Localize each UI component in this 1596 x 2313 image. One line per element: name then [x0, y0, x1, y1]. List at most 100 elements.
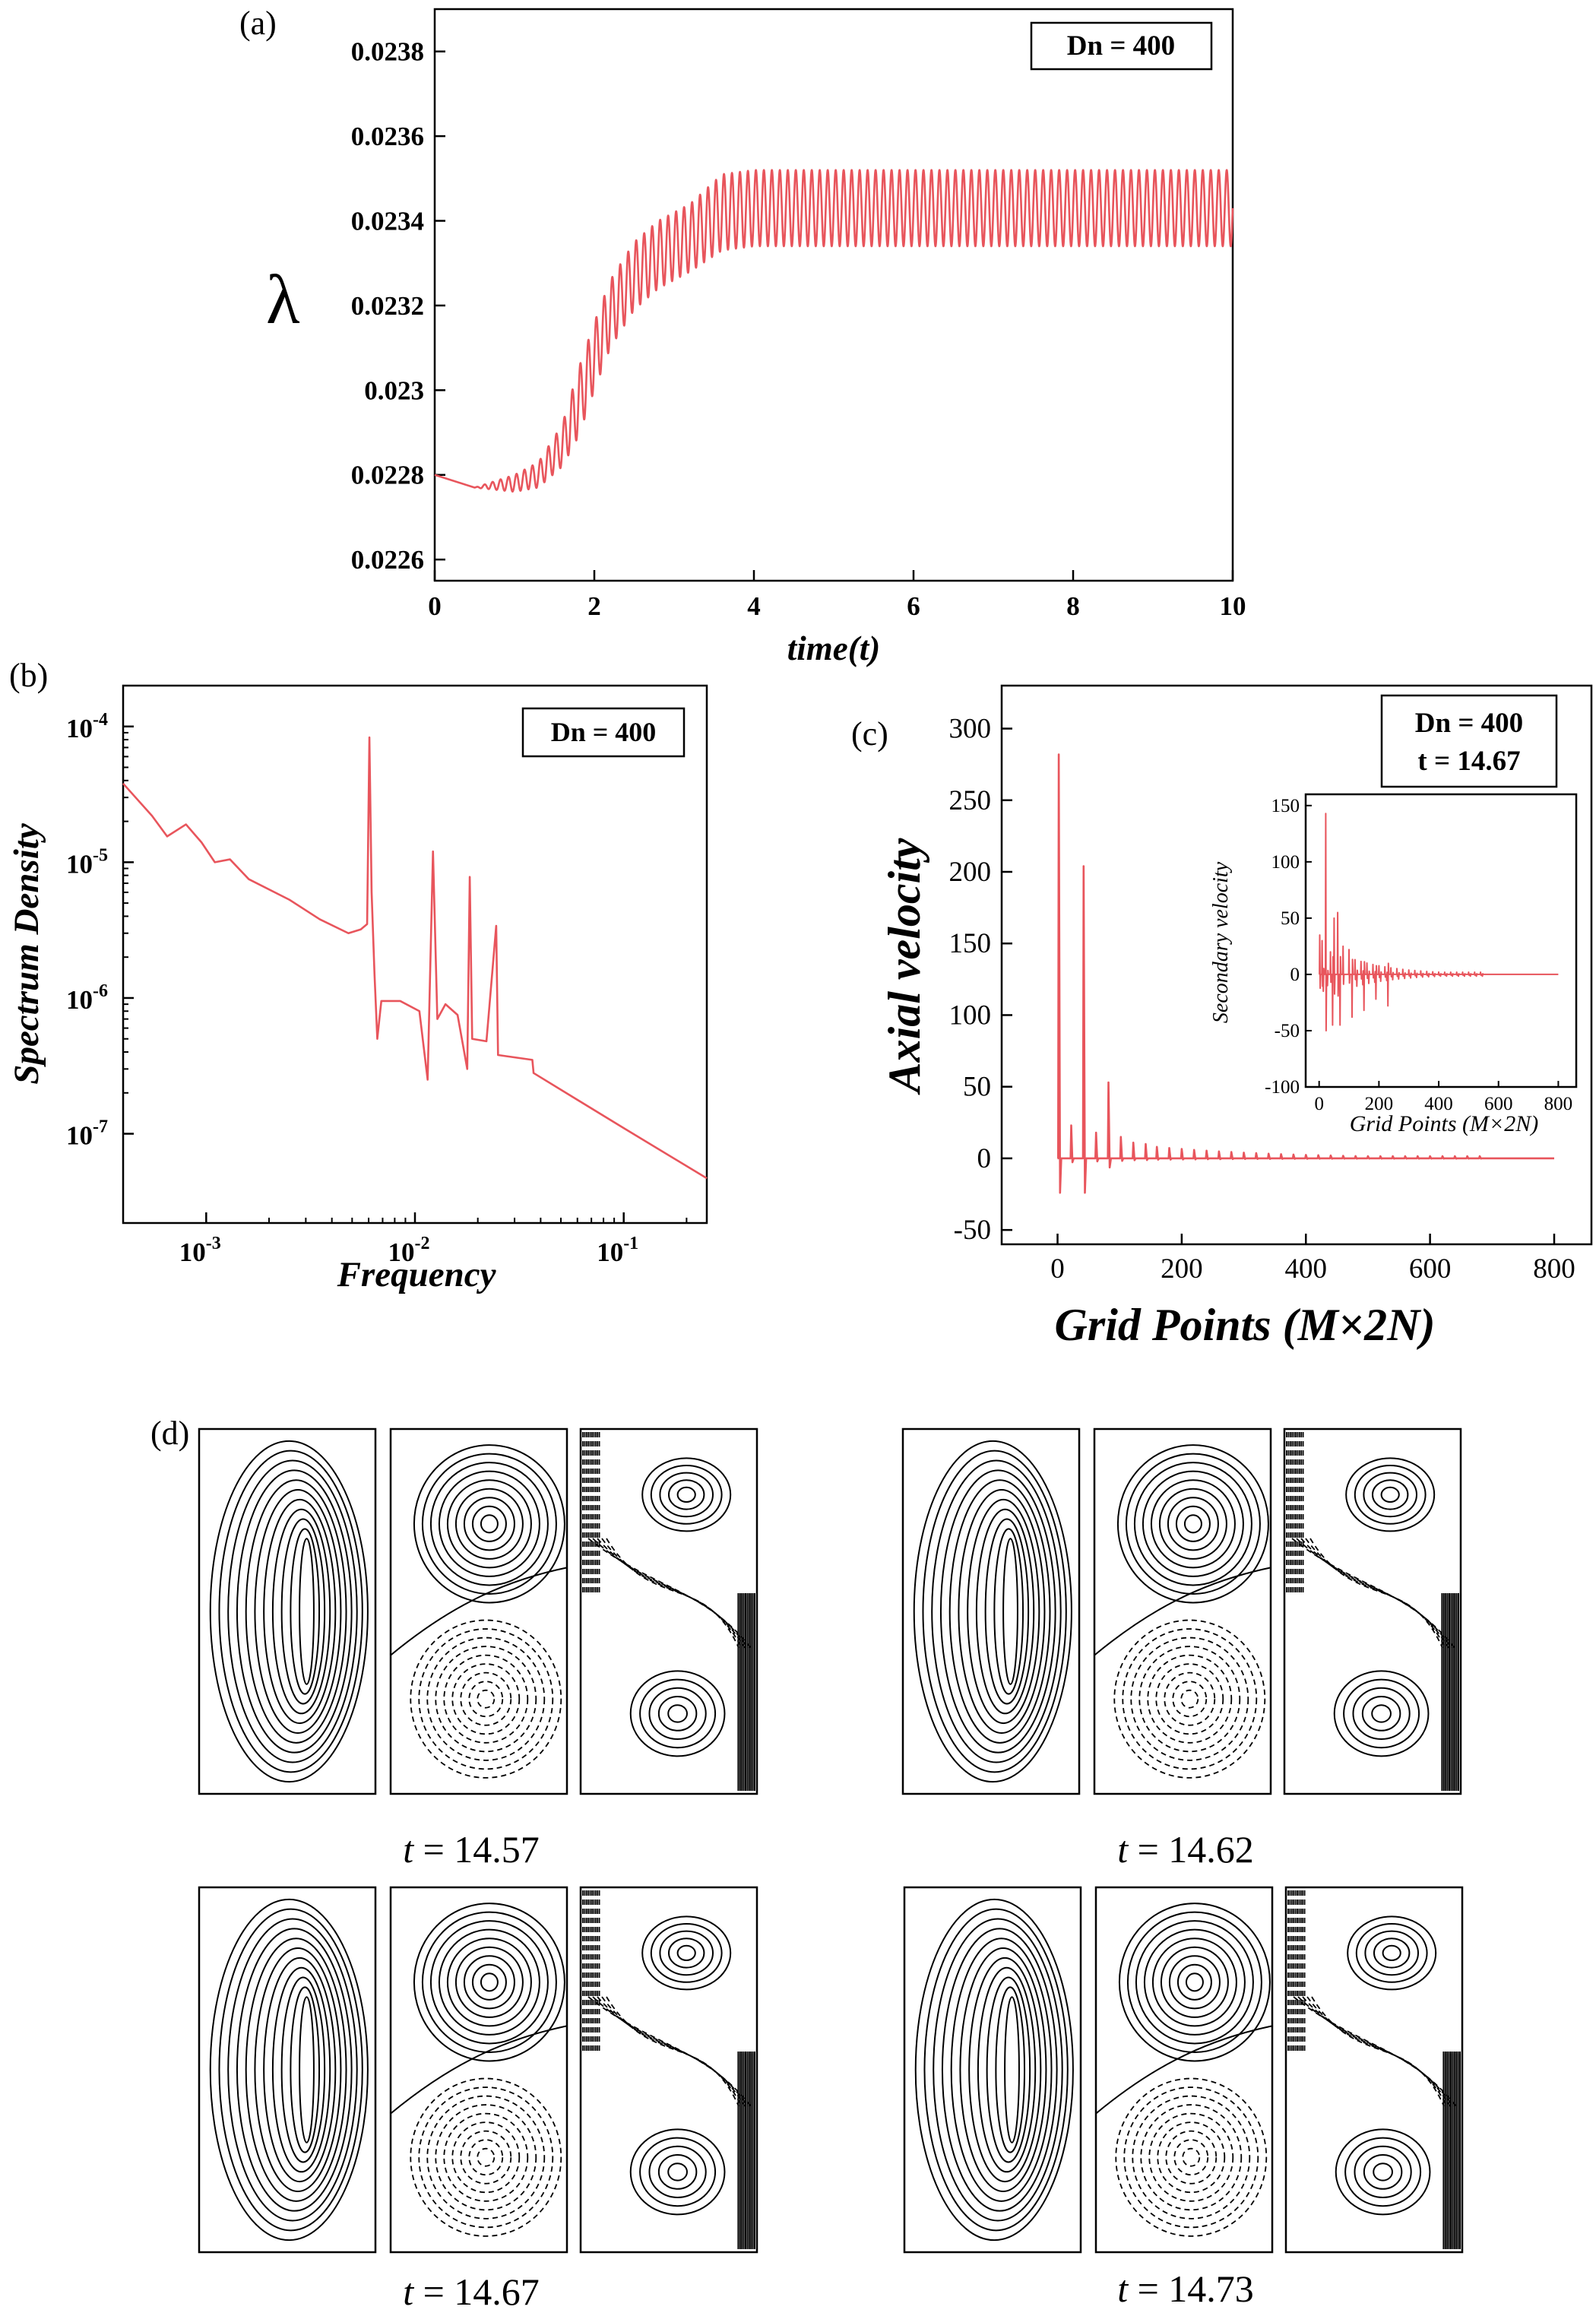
- streamline-vortex-upper: [1151, 1938, 1237, 2027]
- axial-flow-contour: [280, 1976, 326, 2163]
- panel-a-x-ticks: 0 2 4 6 8 10: [428, 570, 1246, 621]
- axial-flow-contour: [939, 1469, 1056, 1754]
- temperature-contour-dashed: [601, 1996, 743, 2107]
- streamline-vortex-lower: [426, 2095, 546, 2220]
- axial-flow-contour: [967, 1498, 1040, 1725]
- streamline-vortex-lower: [443, 1654, 529, 1744]
- axial-flow-contour: [914, 1898, 1074, 2242]
- panel-a-x-tick-label: 10: [1220, 591, 1246, 621]
- temperature-contour-upper: [1373, 1938, 1411, 1969]
- panel-c-y-tick-label: 0: [977, 1143, 992, 1174]
- temperature-contour-lower: [629, 2128, 726, 2216]
- streamline-vortex-upper: [454, 1488, 524, 1560]
- panel-b-x-axis-label: Frequency: [337, 1255, 496, 1294]
- panel-c-x-tick-label: 600: [1409, 1253, 1452, 1285]
- panel-b-x-tick-label: 10-3: [179, 1234, 221, 1267]
- streamline-vortex-upper: [1158, 1488, 1227, 1560]
- panel-b-y-axis-label: Spectrum Density: [7, 823, 46, 1085]
- temperature-contour-dashed: [1293, 1996, 1457, 2107]
- axial-flow-contour: [227, 1918, 358, 2222]
- streamline-vortex-upper: [1143, 1928, 1246, 2036]
- inset-plot-frame: [1304, 793, 1578, 1088]
- contour-box: [389, 1886, 568, 2254]
- panel-c-x-axis-label: Grid Points (M×2N): [1055, 1300, 1436, 1350]
- streamline-vortex-lower: [1180, 1689, 1199, 1709]
- streamline-vortex-lower: [1132, 2095, 1251, 2220]
- panel-b-legend: Dn = 400: [521, 707, 686, 758]
- panel-c-axial-velocity-series: [1057, 753, 1554, 1194]
- temperature-contour-upper: [1380, 1486, 1400, 1503]
- axial-flow-contour: [245, 1938, 347, 2202]
- panel-b-y-tick-label: 10-7: [66, 1117, 108, 1151]
- panel-c-y-tick-label: 50: [963, 1072, 991, 1103]
- temperature-contour-dashed: [1306, 1996, 1448, 2107]
- inset-y-tick-label: -50: [1275, 1021, 1300, 1041]
- contour-plot: [579, 1427, 758, 1795]
- contour-time-label-1: t = 14.57: [403, 1828, 540, 1871]
- streamline-vortex-upper: [1183, 1514, 1202, 1534]
- axial-flow-contour: [977, 1966, 1037, 2173]
- contour-box: [579, 1886, 758, 2254]
- streamline-vortex-upper: [1133, 1462, 1252, 1586]
- axial-flow-contour: [290, 1528, 321, 1695]
- streamline-vortex-lower: [435, 1646, 537, 1753]
- temperature-contour-dashed: [606, 1538, 739, 1649]
- contour-box: [1284, 1886, 1464, 2254]
- panel-c-y-ticks: -50 0 50 100 150 200 250 300: [949, 714, 1012, 1246]
- streamline-vortex-lower: [460, 1671, 512, 1726]
- streamline-vortex-upper: [1168, 1955, 1221, 2010]
- temperature-contour-dashed: [601, 1538, 743, 1649]
- temperature-contour-lower: [648, 1687, 707, 1740]
- temperature-contour-lower: [667, 1704, 688, 1723]
- contour-box: [579, 1427, 758, 1795]
- temperature-contour-lower: [648, 2145, 707, 2198]
- contour-group-4: [903, 1886, 1464, 2254]
- panel-a-x-axis-label: time(t): [787, 629, 880, 667]
- temperature-contour-lower: [1371, 1704, 1392, 1723]
- panel-a: (a) 0.02260.02280.0230.02320.02340.02360…: [239, 5, 1246, 667]
- axial-flow-contour: [986, 1976, 1031, 2163]
- temperature-contour-dashed: [1297, 1996, 1454, 2107]
- panel-a-x-tick-label: 2: [587, 591, 601, 621]
- contour-plot: [198, 1427, 377, 1795]
- axial-flow-contour: [993, 1528, 1024, 1695]
- temperature-contour-lower: [639, 2137, 717, 2207]
- temperature-contour-upper: [668, 1938, 705, 1969]
- axial-flow-contour: [254, 1489, 342, 1734]
- axial-flow-contour: [922, 1450, 1067, 1773]
- streamline-vortex-upper: [1185, 1972, 1204, 1992]
- panel-c-legend: Dn = 400 t = 14.67: [1380, 694, 1558, 788]
- inset-x-tick-label: 0: [1314, 1094, 1324, 1114]
- panel-a-y-ticks: 0.0226 0.0228 0.023 0.0232 0.0234 0.0236 0.023…: [351, 37, 445, 575]
- streamline-vortex-lower: [418, 2086, 554, 2229]
- temperature-contour-upper: [650, 1923, 723, 1983]
- streamline-vortex-upper: [1175, 1505, 1211, 1542]
- temperature-contour-upper: [676, 1486, 696, 1503]
- streamline-vortex-lower: [477, 1689, 496, 1709]
- temperature-contour-dashed: [1296, 1538, 1452, 1649]
- axial-flow-contour: [218, 1450, 363, 1773]
- panel-c-y-tick-label: 150: [949, 928, 992, 959]
- contour-time-label-4: t = 14.73: [1117, 2267, 1254, 2310]
- temperature-contour-dashed: [1305, 1538, 1446, 1649]
- panel-c-y-tick-label: -50: [954, 1215, 991, 1246]
- temperature-contour-lower: [1361, 1696, 1401, 1732]
- inset-secondary-velocity-series: [1319, 813, 1559, 1031]
- contour-groups: [198, 1427, 1464, 2254]
- panel-a-legend: Dn = 400: [1030, 21, 1213, 71]
- panel-c-x-tick-label: 800: [1533, 1253, 1575, 1285]
- axial-flow-contour: [245, 1479, 347, 1744]
- streamline-separatrix: [390, 1567, 568, 1656]
- contour-plot: [389, 1886, 568, 2254]
- temperature-contour-dashed: [1291, 1538, 1455, 1649]
- inset-x-axis-label: Grid Points (M×2N): [1350, 1111, 1539, 1136]
- streamline-vortex-upper: [429, 1920, 549, 2045]
- axial-flow-contour: [933, 1918, 1063, 2222]
- streamline-vortex-lower: [1147, 1654, 1233, 1744]
- streamline-vortex-upper: [1176, 1963, 1212, 2001]
- panel-a-lambda-series: [433, 169, 1234, 493]
- axial-flow-contour: [950, 1938, 1053, 2202]
- panel-c-legend-box: [1380, 694, 1558, 788]
- streamline-vortex-upper: [413, 1444, 565, 1604]
- panel-a-y-tick-label: 0.0228: [351, 461, 424, 490]
